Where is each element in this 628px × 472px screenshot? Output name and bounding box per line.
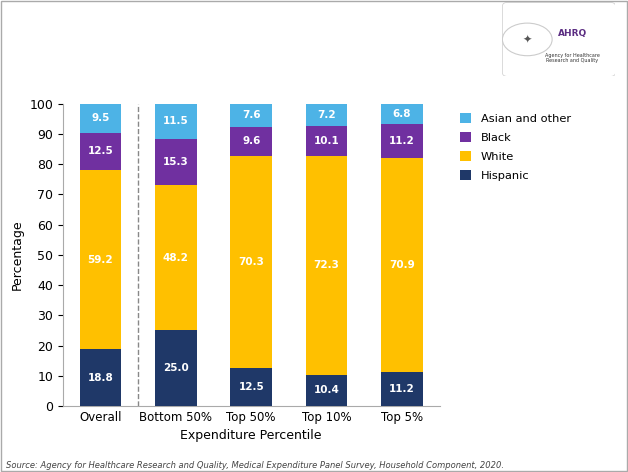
Text: 18.8: 18.8 xyxy=(87,372,114,382)
Bar xyxy=(306,126,347,156)
Text: 9.5: 9.5 xyxy=(91,113,110,123)
Text: 7.6: 7.6 xyxy=(242,110,261,120)
Bar xyxy=(155,185,197,330)
Bar xyxy=(306,156,347,374)
Bar xyxy=(80,170,121,349)
Bar xyxy=(80,133,121,170)
Text: 11.2: 11.2 xyxy=(389,384,415,394)
Bar xyxy=(230,156,272,368)
Text: 59.2: 59.2 xyxy=(88,255,113,265)
Bar xyxy=(381,124,423,158)
Text: 15.3: 15.3 xyxy=(163,157,189,167)
Text: 11.5: 11.5 xyxy=(163,116,189,126)
Bar xyxy=(230,104,272,127)
Text: ✦: ✦ xyxy=(522,34,532,44)
Text: 70.3: 70.3 xyxy=(238,257,264,267)
X-axis label: Expenditure Percentile: Expenditure Percentile xyxy=(180,430,322,442)
Text: 12.5: 12.5 xyxy=(238,382,264,392)
Text: 7.2: 7.2 xyxy=(317,110,336,120)
Text: 11.2: 11.2 xyxy=(389,136,415,146)
Text: 48.2: 48.2 xyxy=(163,253,189,262)
Text: Figure 4. Percentage of persons by race/ethnicity and
expenditure percentile, 20: Figure 4. Percentage of persons by race/… xyxy=(53,18,500,55)
Bar xyxy=(80,349,121,406)
Bar xyxy=(155,104,197,139)
Text: 12.5: 12.5 xyxy=(87,146,114,156)
Legend: Asian and other, Black, White, Hispanic: Asian and other, Black, White, Hispanic xyxy=(457,110,574,184)
Bar xyxy=(155,330,197,406)
Text: 72.3: 72.3 xyxy=(313,260,340,270)
Text: 70.9: 70.9 xyxy=(389,260,415,270)
Bar xyxy=(306,374,347,406)
Text: 9.6: 9.6 xyxy=(242,136,261,146)
Text: 10.4: 10.4 xyxy=(313,385,340,395)
FancyBboxPatch shape xyxy=(502,2,615,76)
Text: 10.1: 10.1 xyxy=(313,136,340,146)
Text: AHRQ: AHRQ xyxy=(558,29,587,38)
Bar xyxy=(381,103,423,124)
Bar xyxy=(155,139,197,185)
Y-axis label: Percentage: Percentage xyxy=(11,219,24,290)
Bar xyxy=(381,372,423,406)
Bar xyxy=(306,104,347,126)
Text: Source: Agency for Healthcare Research and Quality, Medical Expenditure Panel Su: Source: Agency for Healthcare Research a… xyxy=(6,461,504,470)
Text: 25.0: 25.0 xyxy=(163,363,189,373)
Bar xyxy=(230,368,272,406)
Bar xyxy=(230,127,272,156)
Bar xyxy=(381,158,423,372)
Text: 6.8: 6.8 xyxy=(392,109,411,119)
Text: Agency for Healthcare
Research and Quality: Agency for Healthcare Research and Quali… xyxy=(545,52,600,63)
Bar xyxy=(80,104,121,133)
